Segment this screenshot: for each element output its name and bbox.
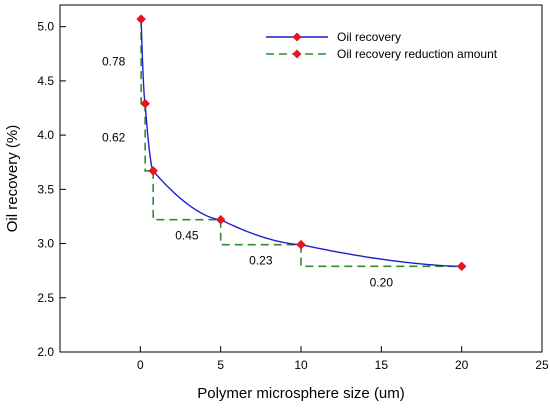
y-axis-title: Oil recovery (%) bbox=[4, 125, 21, 233]
step-reduction-label: 0.20 bbox=[370, 275, 394, 289]
y-tick-label: 4.0 bbox=[37, 128, 54, 142]
y-tick-label: 5.0 bbox=[37, 20, 54, 34]
data-point-marker bbox=[215, 214, 226, 225]
x-tick-label: 15 bbox=[375, 358, 389, 372]
ticks: 0 5 10 15 20 25 2.0 2.5 3.0 3.5 4.0 4.5 5.0 bbox=[37, 20, 549, 372]
y-tick-label: 3.5 bbox=[37, 182, 54, 196]
x-tick-label: 25 bbox=[535, 358, 549, 372]
y-tick-label: 2.5 bbox=[37, 291, 54, 305]
data-point-marker bbox=[136, 14, 146, 24]
legend-reduction-label: Oil recovery reduction amount bbox=[337, 47, 498, 61]
legend-oil-recovery-marker bbox=[292, 32, 302, 42]
y-tick-label: 2.0 bbox=[37, 345, 54, 359]
reduction-step-line bbox=[219, 219, 301, 246]
recovery-curve bbox=[140, 19, 462, 268]
step-reduction-label: 0.78 bbox=[102, 54, 126, 68]
reduction-step-line bbox=[300, 244, 462, 268]
step-reduction-label: 0.45 bbox=[175, 229, 199, 243]
x-tick-label: 10 bbox=[294, 358, 308, 372]
data-point-marker bbox=[296, 239, 306, 250]
data-point-marker bbox=[456, 261, 467, 272]
reduction-step-line bbox=[152, 170, 221, 221]
legend-reduction-marker bbox=[292, 49, 302, 59]
y-tick-label: 3.0 bbox=[37, 237, 54, 251]
legend: Oil recovery Oil recovery reduction amoun… bbox=[266, 30, 498, 61]
data-markers bbox=[136, 14, 467, 272]
step-reduction-label: 0.62 bbox=[102, 130, 126, 144]
data-point-marker bbox=[140, 98, 151, 109]
y-tick-label: 4.5 bbox=[37, 74, 54, 88]
x-tick-label: 0 bbox=[137, 358, 144, 372]
x-tick-label: 5 bbox=[217, 358, 224, 372]
x-axis-title: Polymer microsphere size (um) bbox=[197, 385, 405, 402]
step-labels: 0.78 0.62 0.45 0.23 0.20 bbox=[102, 54, 393, 289]
x-tick-label: 20 bbox=[455, 358, 469, 372]
step-reduction-label: 0.23 bbox=[249, 254, 273, 268]
data-point-marker bbox=[148, 166, 159, 176]
legend-oil-recovery-label: Oil recovery bbox=[337, 30, 401, 44]
oil-recovery-line bbox=[140, 19, 462, 268]
